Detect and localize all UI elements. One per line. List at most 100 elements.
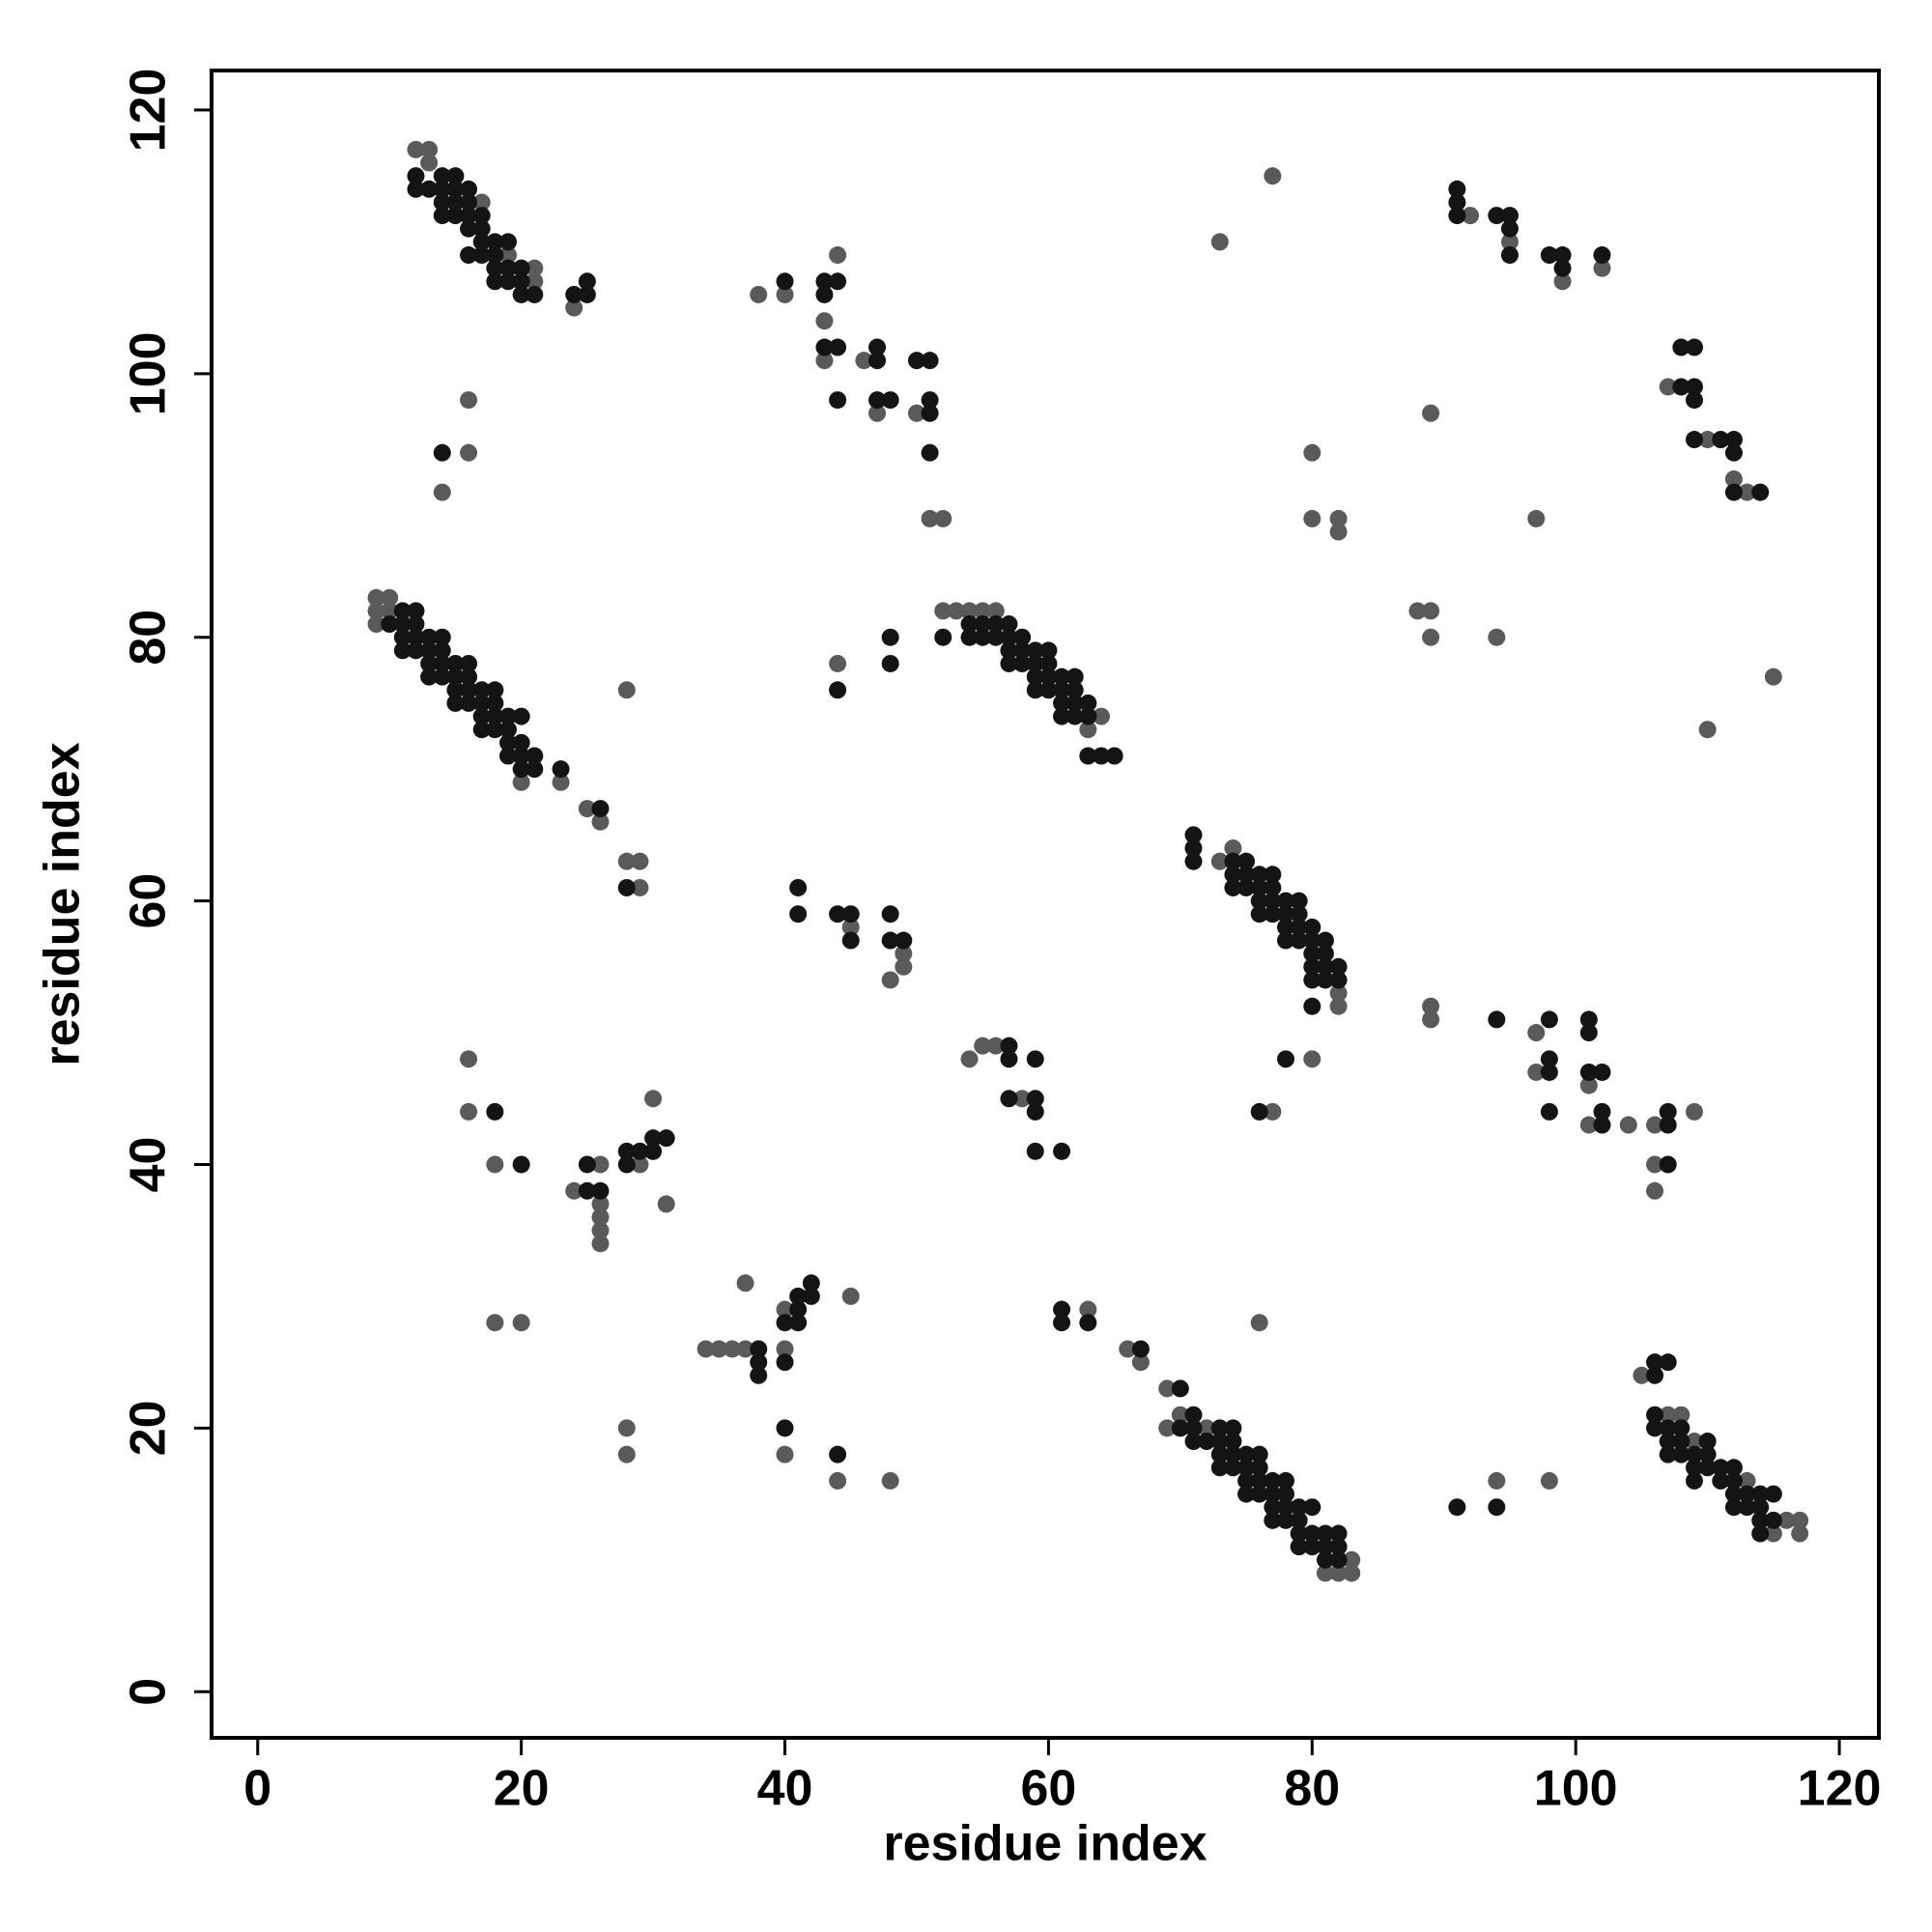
point <box>526 760 544 779</box>
point <box>1633 1366 1651 1384</box>
point <box>446 180 465 198</box>
point <box>1264 1102 1282 1121</box>
point <box>947 602 965 620</box>
point <box>657 1129 675 1148</box>
point <box>1264 167 1282 185</box>
point <box>1540 1050 1558 1068</box>
point <box>1593 246 1611 265</box>
point <box>841 931 860 950</box>
point <box>407 615 425 634</box>
point <box>1764 1485 1782 1503</box>
point <box>1659 1445 1677 1463</box>
point <box>1593 1102 1611 1121</box>
point <box>591 1155 610 1174</box>
point <box>460 219 478 238</box>
point <box>617 681 636 699</box>
point <box>829 1471 847 1490</box>
point <box>974 602 992 620</box>
point <box>486 233 504 251</box>
point <box>1738 483 1756 501</box>
point <box>1593 259 1611 277</box>
point <box>1329 523 1348 541</box>
point <box>1303 1050 1321 1068</box>
point <box>1698 721 1717 739</box>
point <box>1500 246 1519 265</box>
point <box>881 391 899 410</box>
point <box>1250 866 1268 884</box>
point <box>1224 839 1242 858</box>
point <box>644 1090 663 1108</box>
point <box>1290 931 1308 950</box>
point <box>960 628 979 646</box>
point <box>1646 1419 1664 1437</box>
point <box>1422 404 1440 422</box>
point <box>407 180 425 198</box>
point <box>1079 1300 1097 1319</box>
point <box>433 443 451 462</box>
point <box>1079 707 1097 725</box>
point <box>1422 628 1440 646</box>
point <box>907 404 925 422</box>
point <box>895 957 913 976</box>
point <box>420 668 439 686</box>
point <box>1724 443 1743 462</box>
point <box>1685 1433 1703 1451</box>
point <box>1724 1471 1743 1490</box>
point <box>1329 1524 1348 1543</box>
point <box>460 193 478 212</box>
point <box>433 207 451 225</box>
point <box>868 338 887 356</box>
point <box>631 1142 649 1160</box>
point <box>1079 694 1097 712</box>
x-tick-label: 120 <box>1798 1761 1882 1817</box>
y-tick-label: 0 <box>121 1678 177 1706</box>
point <box>1092 707 1110 725</box>
point <box>1290 905 1308 923</box>
point <box>1250 878 1268 896</box>
point <box>460 654 478 672</box>
point <box>1527 1024 1546 1042</box>
point <box>750 1340 768 1358</box>
point <box>460 180 478 198</box>
point <box>1277 1511 1295 1529</box>
point <box>1527 509 1546 527</box>
point <box>1329 509 1348 527</box>
point <box>1264 1511 1282 1529</box>
point <box>776 1340 794 1358</box>
point <box>696 1340 715 1358</box>
point <box>1488 1471 1506 1490</box>
point <box>486 707 504 725</box>
x-tick-label: 100 <box>1534 1761 1618 1817</box>
point <box>565 298 583 317</box>
point <box>1277 892 1295 910</box>
point <box>433 668 451 686</box>
point <box>446 167 465 185</box>
point <box>1448 207 1466 225</box>
point <box>1738 1498 1756 1517</box>
point <box>1237 878 1256 896</box>
point <box>815 352 834 370</box>
point <box>1237 1445 1256 1463</box>
point <box>1579 1076 1598 1094</box>
point <box>1092 747 1110 765</box>
point <box>460 681 478 699</box>
point <box>1237 866 1256 884</box>
point <box>1053 694 1071 712</box>
point <box>1329 1564 1348 1582</box>
point <box>789 1300 808 1319</box>
point <box>1026 1142 1044 1160</box>
point <box>460 694 478 712</box>
point <box>486 272 504 291</box>
point <box>1224 1459 1242 1477</box>
point <box>498 233 517 251</box>
point <box>776 1419 794 1437</box>
point <box>512 1155 530 1174</box>
point <box>591 1195 610 1213</box>
point <box>1659 1419 1677 1437</box>
point <box>1013 628 1032 646</box>
point <box>1026 681 1044 699</box>
point <box>881 971 899 989</box>
point <box>381 615 399 634</box>
point <box>1277 1498 1295 1517</box>
point <box>1685 431 1703 449</box>
